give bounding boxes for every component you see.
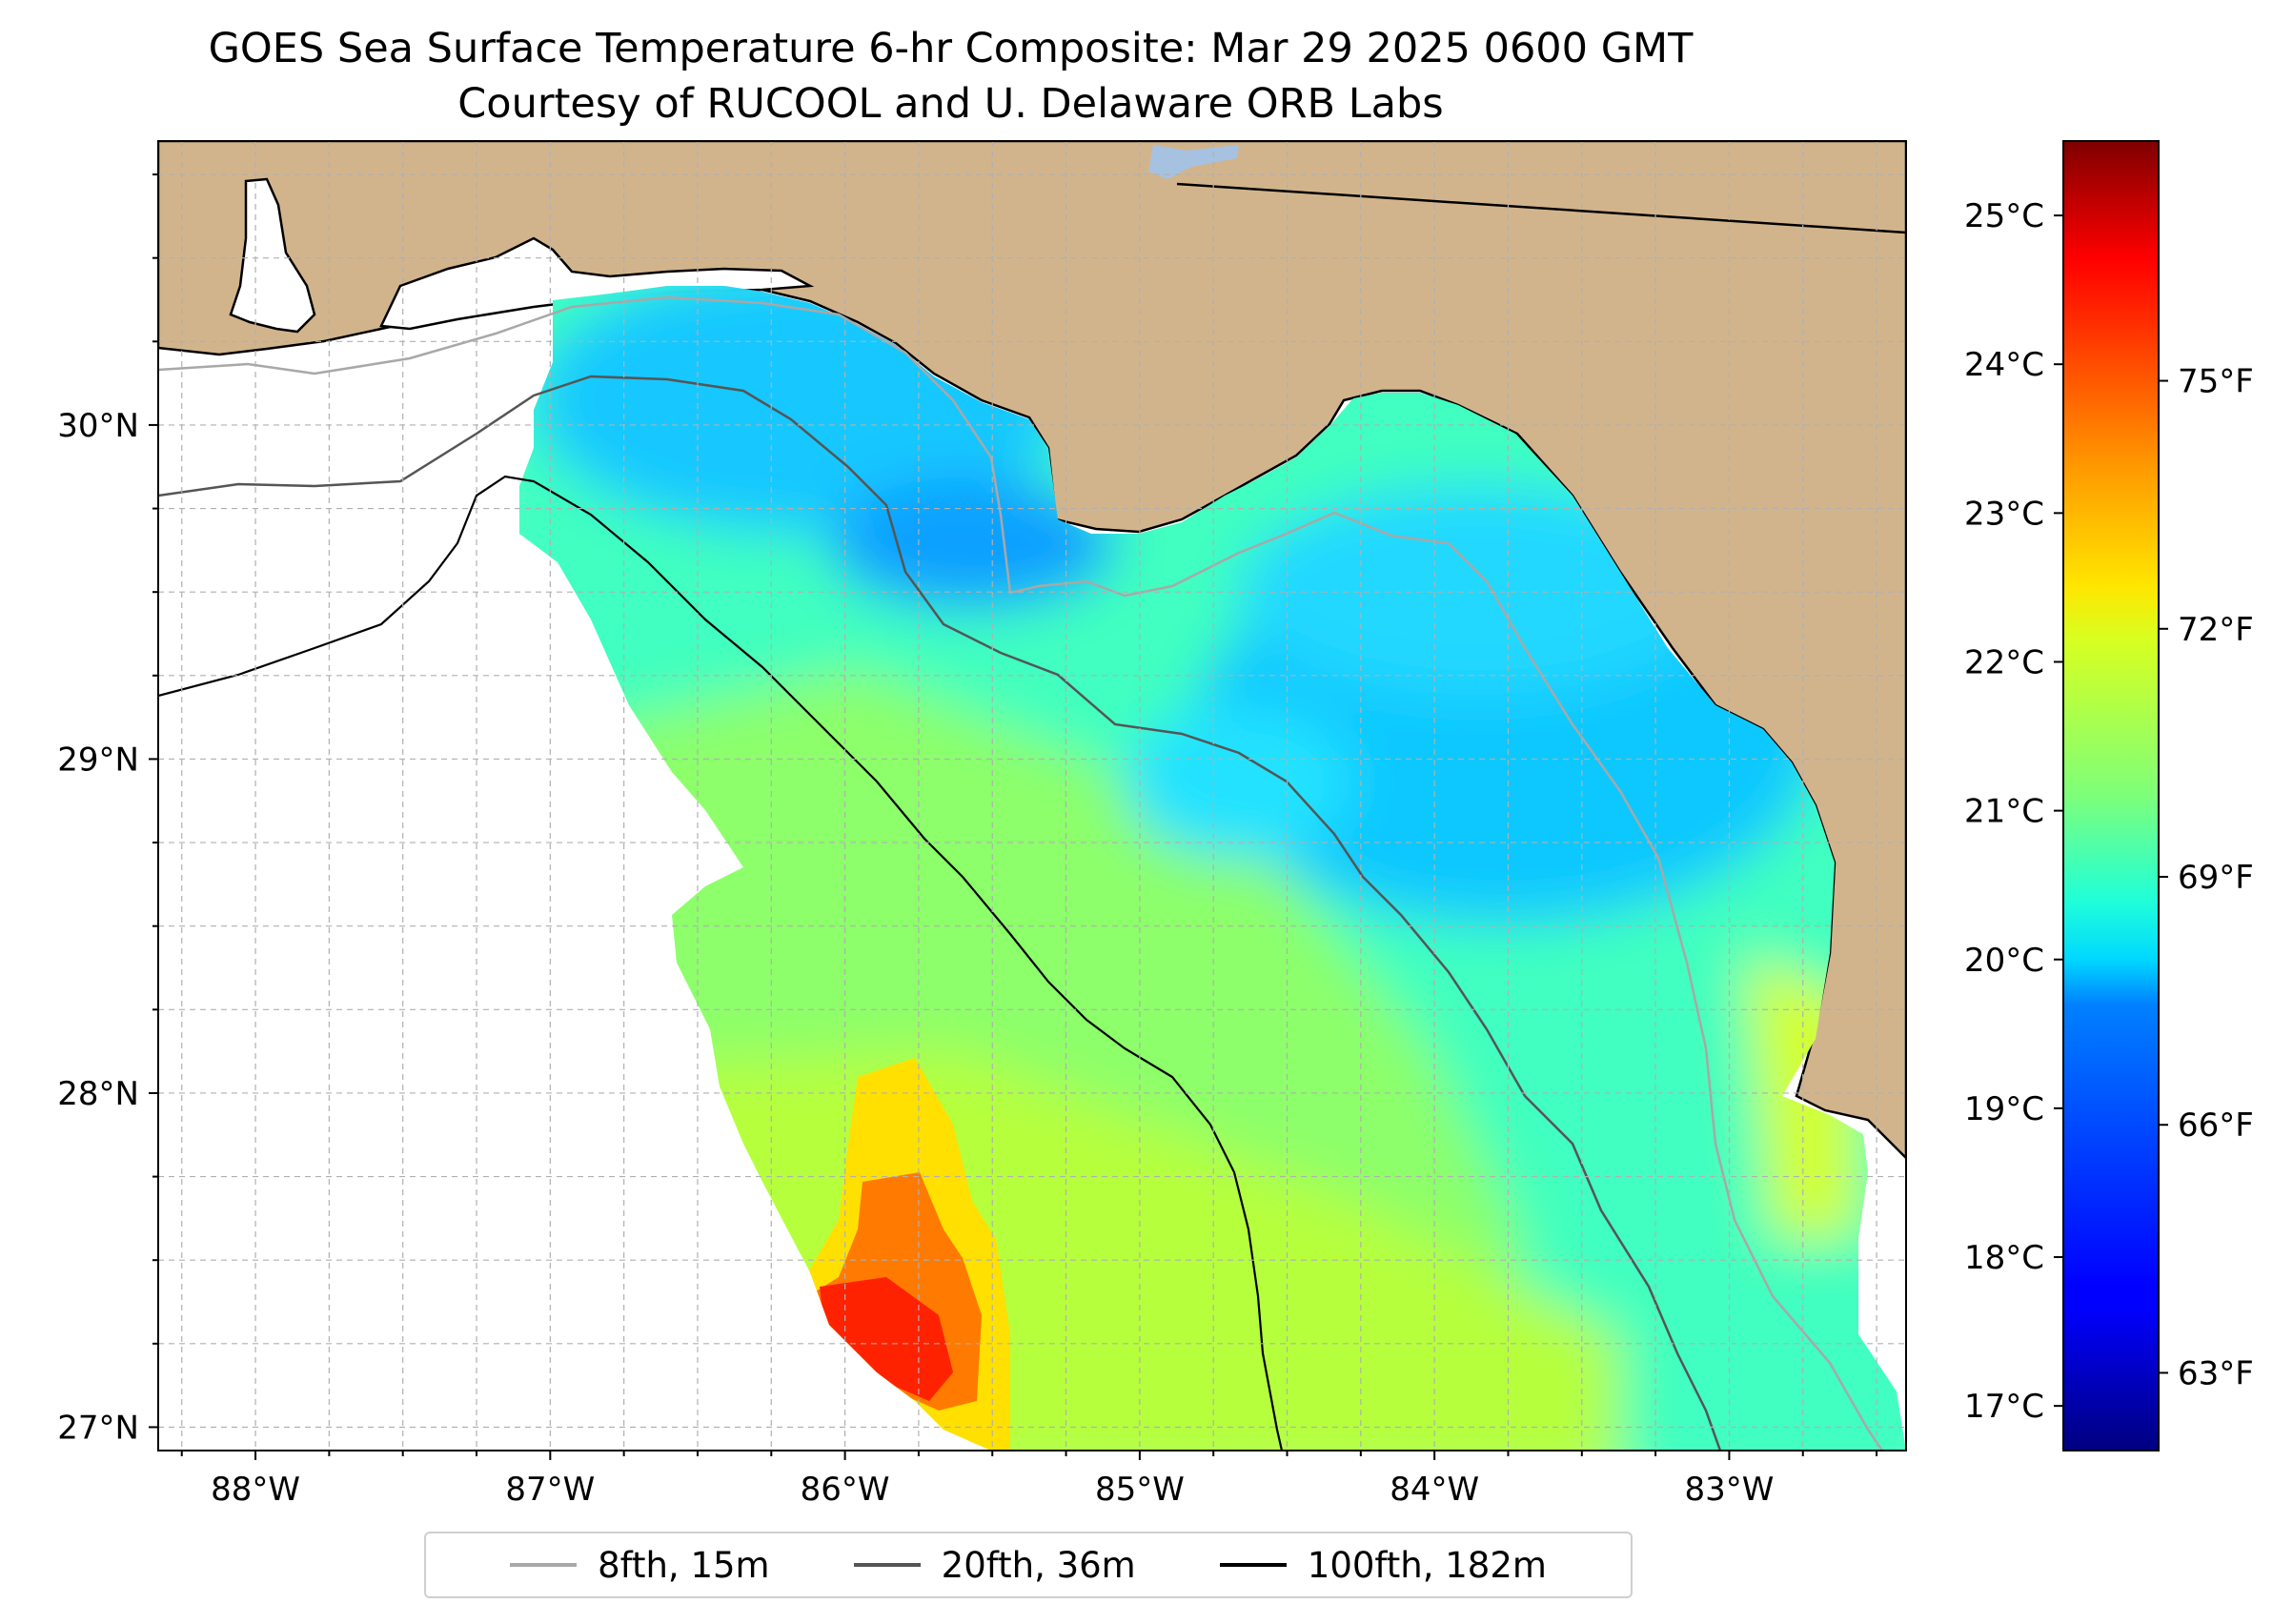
legend-swatch	[853, 1563, 921, 1567]
mobile-bay	[229, 177, 316, 334]
fahrenheit-tick-label: 63°F	[2178, 1354, 2254, 1392]
isobath-8fth	[158, 295, 1884, 1451]
isobath-20fth	[158, 375, 1722, 1451]
lat-ticks: 27°N 28°N 29°N 30°N	[57, 173, 158, 1447]
legend-swatch	[510, 1563, 578, 1567]
pensacola-bay	[379, 236, 815, 331]
celsius-tick-label: 24°C	[1964, 346, 2044, 384]
lon-tick-label: 85°W	[1095, 1471, 1185, 1509]
isobath-legend: 8fth, 15m 20fth, 36m 100fth, 182m	[424, 1532, 1633, 1598]
celsius-tick-label: 25°C	[1964, 197, 2044, 235]
fahrenheit-tick-label: 72°F	[2178, 611, 2254, 649]
lon-tick-label: 87°W	[505, 1471, 595, 1509]
celsius-tick-label: 21°C	[1964, 793, 2044, 831]
map-frame	[157, 140, 1907, 1451]
lon-tick-label: 86°W	[801, 1471, 890, 1509]
colorbar	[2062, 140, 2160, 1451]
legend-item-100fth: 100fth, 182m	[1219, 1544, 1547, 1586]
map-area	[158, 141, 1906, 1451]
legend-swatch	[1219, 1563, 1287, 1567]
lon-tick-label: 83°W	[1684, 1471, 1774, 1509]
celsius-tick-label: 20°C	[1964, 942, 2044, 980]
lat-tick-label: 28°N	[57, 1075, 139, 1113]
fahrenheit-tick-label: 75°F	[2178, 363, 2254, 401]
celsius-tick-label: 22°C	[1964, 643, 2044, 681]
colorbar-fahrenheit-ticks: 63°F 66°F 69°F 72°F 75°F	[2159, 363, 2254, 1392]
map-title: GOES Sea Surface Temperature 6-hr Compos…	[208, 25, 1694, 72]
lon-tick-label: 84°W	[1390, 1471, 1479, 1509]
lat-tick-label: 29°N	[57, 741, 139, 779]
state-border	[1176, 182, 1906, 234]
celsius-tick-label: 18°C	[1964, 1239, 2044, 1277]
warm-eddy-hot	[820, 1277, 953, 1401]
celsius-tick-label: 23°C	[1964, 495, 2044, 533]
celsius-tick-label: 17°C	[1964, 1388, 2044, 1426]
lon-tick-label: 88°W	[211, 1471, 300, 1509]
legend-label: 20fth, 36m	[941, 1544, 1136, 1586]
fahrenheit-tick-label: 66°F	[2178, 1106, 2254, 1145]
fahrenheit-tick-label: 69°F	[2178, 859, 2254, 897]
lon-ticks: 88°W 87°W 86°W 85°W 84°W 83°W	[180, 1451, 1878, 1509]
legend-label: 8fth, 15m	[598, 1544, 770, 1586]
lat-tick-label: 27°N	[57, 1409, 139, 1447]
gridlines	[158, 141, 1906, 1451]
colorbar-celsius-ticks: 17°C 18°C 19°C 20°C 21°C 22°C 23°C 24°C 25°C	[1964, 197, 2063, 1426]
legend-item-20fth: 20fth, 36m	[853, 1544, 1136, 1586]
lat-tick-label: 30°N	[57, 407, 139, 445]
legend-item-8fth: 8fth, 15m	[510, 1545, 770, 1586]
map-subtitle: Courtesy of RUCOOL and U. Delaware ORB L…	[457, 80, 1444, 128]
lake	[1148, 145, 1239, 179]
isobath-100fth	[158, 475, 1284, 1451]
legend-label: 100fth, 182m	[1307, 1544, 1547, 1586]
celsius-tick-label: 19°C	[1964, 1090, 2044, 1128]
